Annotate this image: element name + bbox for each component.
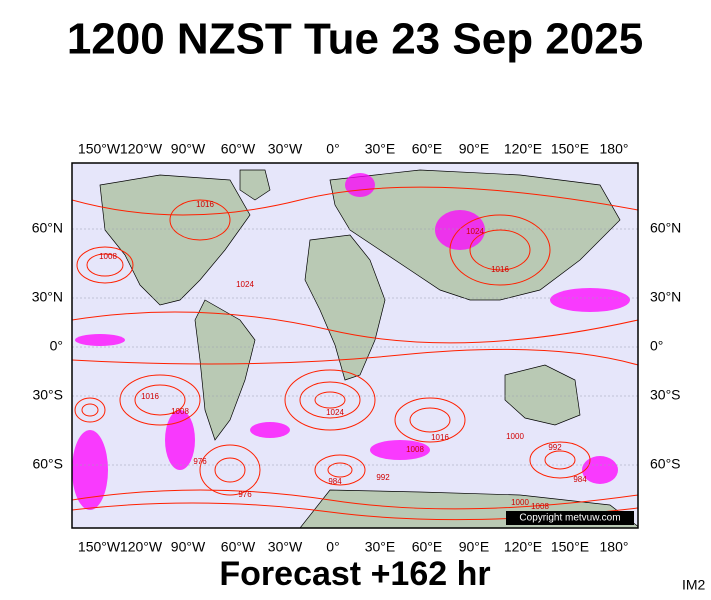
lat-label-right: 60°S (650, 456, 681, 472)
lon-label-bottom: 150°W (78, 539, 121, 555)
isobar-label: 976 (193, 457, 207, 466)
isobar-label: 1008 (406, 445, 424, 454)
isobar-label: 976 (238, 490, 252, 499)
lon-label-bottom: 120°E (504, 539, 542, 555)
title: 1200 NZST Tue 23 Sep 2025 (67, 15, 643, 64)
lon-label-bottom: 150°E (551, 539, 589, 555)
isobar-label: 992 (548, 443, 562, 452)
lat-label-left: 30°N (32, 289, 63, 305)
isobar-label: 1024 (236, 280, 254, 289)
lon-label-bottom: 30°W (268, 539, 303, 555)
lat-label-left: 0° (50, 338, 63, 354)
lat-label-right: 30°S (650, 387, 681, 403)
isobar-label: 1024 (326, 408, 344, 417)
lon-label-top: 90°W (171, 141, 206, 157)
lon-label-bottom: 90°E (459, 539, 490, 555)
lon-label-top: 30°W (268, 141, 303, 157)
forecast-label: Forecast +162 hr (219, 555, 490, 593)
lon-label-bottom: 60°E (412, 539, 443, 555)
isobar-label: 1016 (491, 265, 509, 274)
lon-label-bottom: 90°W (171, 539, 206, 555)
lon-label-top: 180° (600, 141, 629, 157)
lon-label-top: 60°E (412, 141, 443, 157)
isobar-label: 1024 (466, 227, 484, 236)
isobar-label: 1000 (511, 498, 529, 507)
lon-label-top: 120°W (120, 141, 163, 157)
lon-label-top: 120°E (504, 141, 542, 157)
isobar-label: 1008 (531, 502, 549, 511)
lon-label-top: 0° (326, 141, 339, 157)
lat-label-left: 30°S (32, 387, 63, 403)
image-id: IM2 (682, 577, 706, 593)
lon-label-top: 90°E (459, 141, 490, 157)
lat-label-right: 0° (650, 338, 663, 354)
lon-label-top: 150°W (78, 141, 121, 157)
isobars (72, 186, 638, 521)
copyright: Copyright metvuw.com (519, 513, 620, 524)
map: 1008 1016 1024 1024 1016 1008 1016 1024 1016 1008… (71, 162, 639, 529)
isobar-label: 1000 (506, 432, 524, 441)
lon-label-bottom: 0° (326, 539, 339, 555)
map-frame (71, 162, 639, 529)
lat-label-right: 60°N (650, 220, 681, 236)
lat-label-left: 60°S (32, 456, 63, 472)
lon-label-top: 30°E (365, 141, 396, 157)
lon-label-bottom: 60°W (221, 539, 256, 555)
lon-label-top: 60°W (221, 141, 256, 157)
lon-label-bottom: 120°W (120, 539, 163, 555)
copyright-box (506, 511, 634, 525)
isobar-label: 984 (328, 477, 342, 486)
isobar-label: 1016 (431, 433, 449, 442)
map-content: 1008 1016 1024 1024 1016 1008 1016 1024 1016 1008… (72, 169, 638, 528)
lon-label-top: 150°E (551, 141, 589, 157)
isobar-label: 1008 (171, 407, 189, 416)
lon-label-bottom: 30°E (365, 539, 396, 555)
lat-label-right: 30°N (650, 289, 681, 305)
isobar-label: 992 (376, 473, 390, 482)
isobar-label: 984 (573, 475, 587, 484)
precipitation (72, 173, 630, 510)
isobar-label: 1016 (141, 392, 159, 401)
isobar-label: 1016 (196, 200, 214, 209)
isobar-label: 1008 (99, 252, 117, 261)
lon-label-bottom: 180° (600, 539, 629, 555)
lat-label-left: 60°N (32, 220, 63, 236)
